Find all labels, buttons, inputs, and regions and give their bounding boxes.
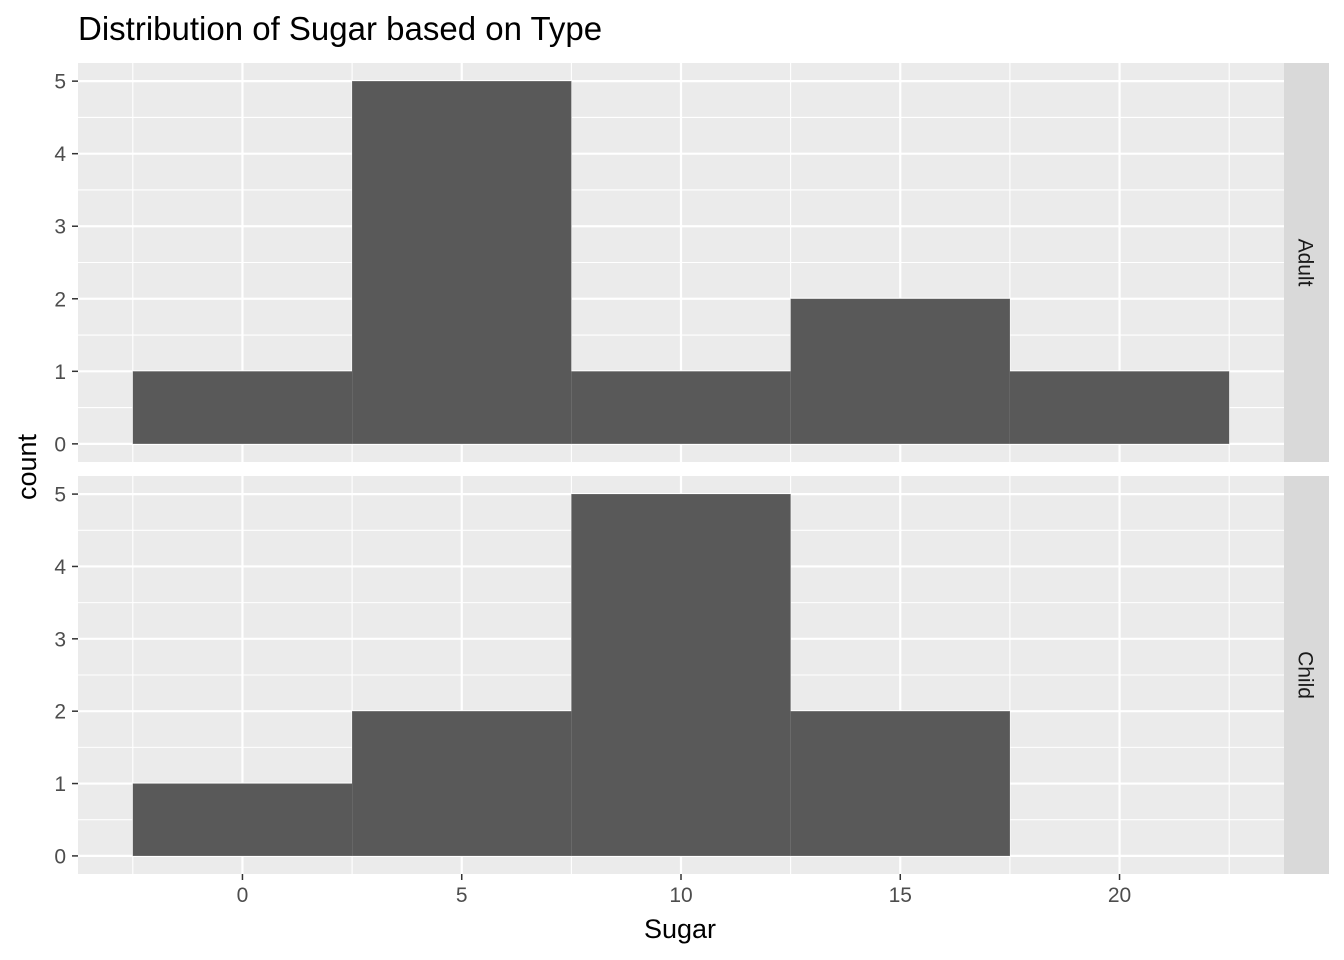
y-axis-title: count bbox=[12, 433, 42, 500]
y-tick-label: 2 bbox=[54, 701, 66, 724]
histogram-bar bbox=[790, 298, 1010, 444]
y-tick-label: 1 bbox=[54, 773, 66, 796]
histogram-bar bbox=[352, 711, 572, 856]
histogram-bar bbox=[132, 371, 353, 444]
histogram-bar bbox=[132, 783, 353, 856]
y-tick-label: 4 bbox=[54, 556, 66, 579]
x-tick-label: 15 bbox=[889, 884, 912, 907]
facet-strip-label: Child bbox=[1294, 651, 1317, 699]
facet-strip-label: Adult bbox=[1294, 239, 1317, 287]
histogram-bar bbox=[1009, 371, 1230, 444]
x-tick-label: 10 bbox=[669, 884, 692, 907]
facet-panel-child: 0 1 2 3 4 5 Child bbox=[54, 476, 1329, 874]
x-tick-label: 0 bbox=[237, 884, 249, 907]
y-tick-label: 0 bbox=[54, 433, 66, 456]
facet-strip bbox=[1284, 476, 1329, 874]
histogram-bar bbox=[352, 81, 572, 444]
y-tick-label: 3 bbox=[54, 216, 66, 239]
y-tick-label: 4 bbox=[54, 143, 66, 166]
histogram-bar bbox=[790, 711, 1010, 856]
y-tick-label: 2 bbox=[54, 288, 66, 311]
y-tick-label: 3 bbox=[54, 628, 66, 651]
y-tick-label: 5 bbox=[54, 484, 66, 507]
x-axis: 0 5 10 15 20 bbox=[237, 874, 1131, 907]
facet-panel-adult: 0 1 2 3 4 5 Adult bbox=[54, 63, 1329, 462]
y-tick-label: 0 bbox=[54, 845, 66, 868]
histogram-bar bbox=[571, 494, 791, 856]
x-axis-title: Sugar bbox=[644, 914, 716, 944]
y-tick-label: 1 bbox=[54, 361, 66, 384]
facet-panels: 0 1 2 3 4 5 Adult 0 1 2 3 4 5 Child bbox=[54, 63, 1329, 874]
x-tick-label: 5 bbox=[456, 884, 468, 907]
x-tick-label: 20 bbox=[1108, 884, 1131, 907]
y-tick-label: 5 bbox=[54, 71, 66, 94]
histogram-bar bbox=[571, 371, 791, 444]
facet-strip bbox=[1284, 63, 1329, 462]
chart-title: Distribution of Sugar based on Type bbox=[78, 10, 602, 47]
